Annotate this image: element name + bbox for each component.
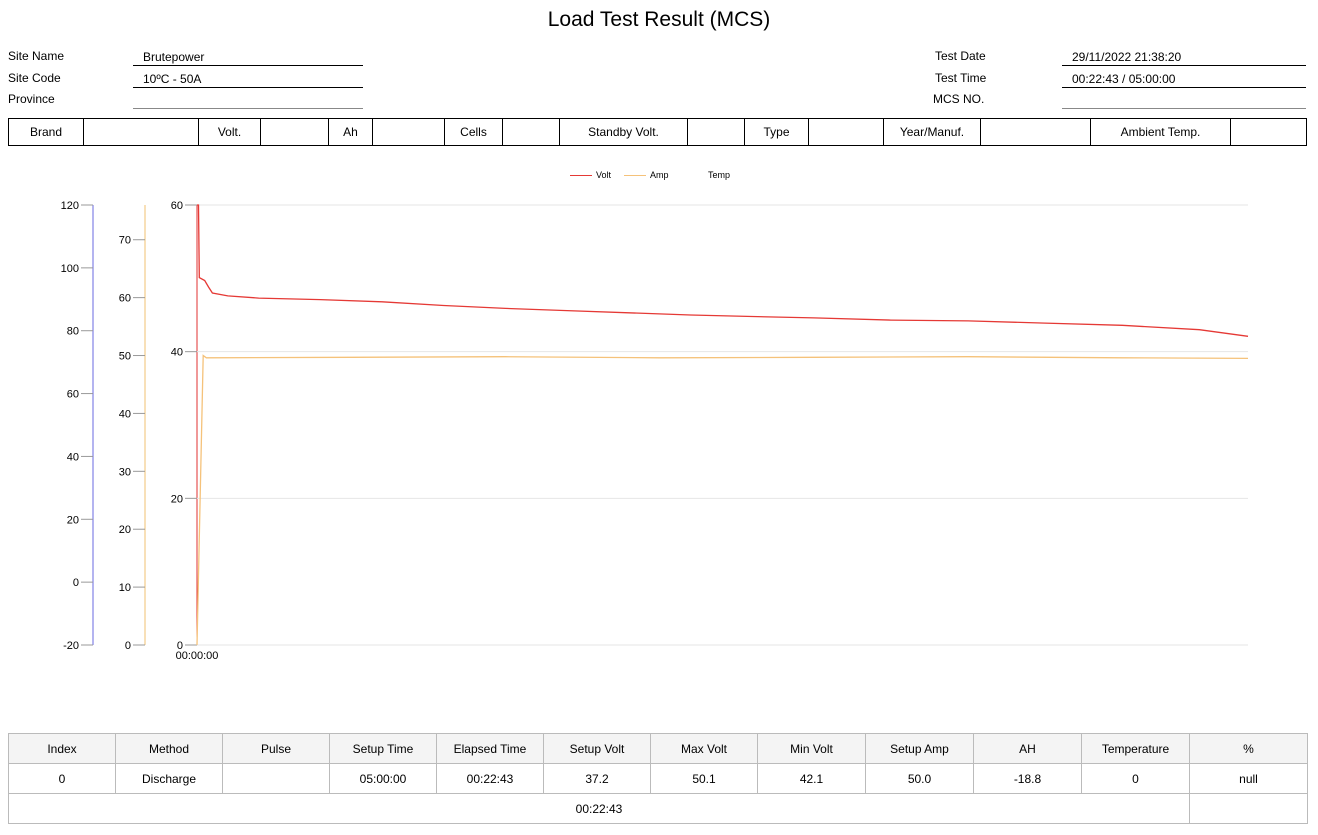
legend-temp-label: Temp [708, 170, 731, 180]
amp-axis-tick-label: 30 [119, 466, 131, 478]
brand-label: Brand [8, 118, 84, 146]
cell-ah: -18.8 [973, 763, 1082, 794]
amp-axis-tick-label: 50 [119, 351, 131, 363]
cell-setup-volt: 37.2 [543, 763, 651, 794]
cell-method: Discharge [115, 763, 223, 794]
test-date-label: Test Date [935, 49, 986, 63]
report-title: Load Test Result (MCS) [547, 8, 771, 31]
test-time-value: 00:22:43 / 05:00:00 [1062, 72, 1306, 88]
cell-percent: null [1189, 763, 1308, 794]
header-index: Index [8, 733, 116, 764]
cell-max-volt: 50.1 [650, 763, 758, 794]
ah-value [372, 118, 445, 146]
volt-axis-tick-label: 0 [177, 640, 183, 652]
cells-label: Cells [444, 118, 503, 146]
legend-volt-label: Volt [596, 170, 612, 180]
ambient-temp-label: Ambient Temp. [1090, 118, 1231, 146]
ambient-temp-value [1230, 118, 1307, 146]
cells-value [502, 118, 560, 146]
test-time-label: Test Time [935, 71, 987, 85]
volt-axis-tick-label: 60 [171, 200, 183, 212]
type-label: Type [744, 118, 809, 146]
results-table: Index Method Pulse Setup Time Elapsed Ti… [8, 733, 1308, 824]
legend-amp-label: Amp [650, 170, 669, 180]
temp-axis-tick-label: 100 [61, 263, 79, 275]
legend-amp: Amp [624, 170, 669, 180]
type-value [808, 118, 884, 146]
site-name-value: Brutepower [133, 50, 363, 66]
header-max-volt: Max Volt [650, 733, 758, 764]
standby-volt-value [687, 118, 745, 146]
header-setup-time: Setup Time [329, 733, 437, 764]
header-setup-volt: Setup Volt [543, 733, 651, 764]
province-label: Province [8, 92, 55, 106]
cell-temperature: 0 [1081, 763, 1190, 794]
volt-value [260, 118, 329, 146]
amp-axis-tick-label: 0 [125, 640, 131, 652]
total-percent [1189, 793, 1308, 824]
amp-axis-tick-label: 70 [119, 235, 131, 247]
standby-volt-label: Standby Volt. [559, 118, 688, 146]
legend-temp: Temp [682, 170, 730, 180]
test-date-value: 29/11/2022 21:38:20 [1062, 50, 1306, 66]
temp-axis-tick-label: 60 [67, 389, 79, 401]
header-setup-amp: Setup Amp [865, 733, 974, 764]
cell-index: 0 [8, 763, 116, 794]
temp-axis-tick-label: 120 [61, 200, 79, 212]
cell-min-volt: 42.1 [757, 763, 866, 794]
amp-axis-tick-label: 60 [119, 293, 131, 305]
battery-specs-table: Brand Volt. Ah Cells Standby Volt. Type … [8, 118, 1307, 146]
total-row: 00:22:43 [8, 793, 1308, 824]
header-pulse: Pulse [222, 733, 330, 764]
volt-axis-tick-label: 40 [171, 347, 183, 359]
brand-value [83, 118, 199, 146]
temp-axis-tick-label: 80 [67, 326, 79, 338]
amp-axis-tick-label: 40 [119, 408, 131, 420]
amp-axis-tick-label: 10 [119, 582, 131, 594]
mcs-no-label: MCS NO. [933, 92, 985, 106]
volt-label: Volt. [198, 118, 261, 146]
cell-elapsed-time: 00:22:43 [436, 763, 544, 794]
site-code-value: 10ºC - 50A [133, 72, 363, 88]
table-row: 0 Discharge 05:00:00 00:22:43 37.2 50.1 … [8, 763, 1308, 794]
province-value [133, 93, 363, 109]
series-volt-line [197, 204, 1249, 337]
x-tick-label: 00:00:00 [176, 650, 219, 662]
header-elapsed-time: Elapsed Time [436, 733, 544, 764]
header-temperature: Temperature [1081, 733, 1190, 764]
temp-axis-tick-label: 0 [73, 577, 79, 589]
site-code-label: Site Code [8, 71, 61, 85]
cell-pulse [222, 763, 330, 794]
header-ah: AH [973, 733, 1082, 764]
cell-setup-time: 05:00:00 [329, 763, 437, 794]
ah-label: Ah [328, 118, 373, 146]
series-amp-line [196, 354, 1249, 646]
temp-axis-tick-label: -20 [63, 640, 79, 652]
year-manuf-label: Year/Manuf. [883, 118, 981, 146]
header-method: Method [115, 733, 223, 764]
site-name-label: Site Name [8, 49, 65, 63]
legend-volt: Volt [570, 170, 611, 180]
total-elapsed-time: 00:22:43 [8, 793, 1190, 824]
mcs-no-value [1062, 93, 1306, 109]
header-min-volt: Min Volt [757, 733, 866, 764]
volt-axis-tick-label: 20 [171, 493, 183, 505]
temp-axis-tick-label: 40 [67, 451, 79, 463]
amp-axis-tick-label: 20 [119, 524, 131, 536]
header-percent: % [1189, 733, 1308, 764]
temp-axis-tick-label: 20 [67, 514, 79, 526]
cell-setup-amp: 50.0 [865, 763, 974, 794]
year-manuf-value [980, 118, 1091, 146]
load-test-chart: -20 0 20 40 60 80 100 120 0 10 20 30 40 50 60 70 0 20 40 60… [61, 200, 1249, 662]
